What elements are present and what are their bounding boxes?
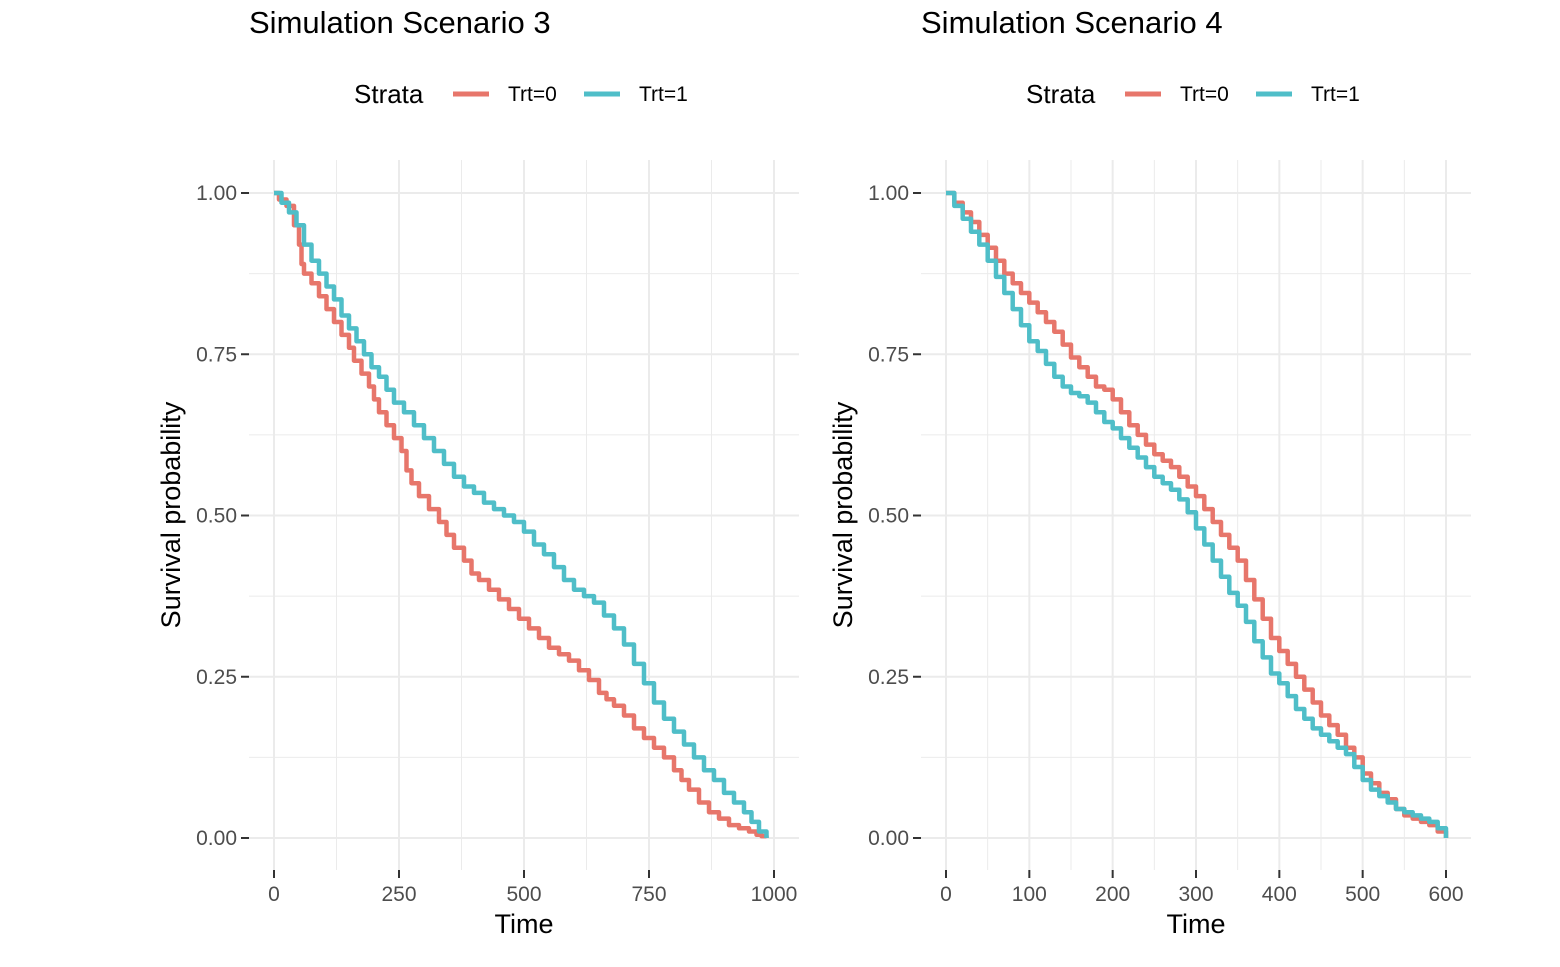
legend: Strata Trt=0 Trt=1 [1026, 79, 1360, 109]
x-tick-label: 1000 [751, 883, 798, 906]
legend-label-trt1: Trt=1 [1311, 83, 1360, 106]
legend-label-trt0: Trt=0 [508, 83, 557, 106]
y-tick-label: 0.75 [196, 343, 237, 366]
y-tick-label: 0.25 [196, 666, 237, 689]
chart-panel-scenario-4: Simulation Scenario 4 Strata Trt=0 Trt=1… [828, 5, 1471, 939]
y-tick-label: 1.00 [196, 182, 237, 205]
chart-panel-scenario-3: Simulation Scenario 3 Strata Trt=0 Trt=1… [156, 5, 799, 939]
plot-grid [921, 160, 1471, 870]
x-tick-label: 300 [1178, 883, 1213, 906]
x-tick-label: 500 [1345, 883, 1380, 906]
x-tick-label: 0 [268, 883, 280, 906]
y-tick-label: 1.00 [868, 182, 909, 205]
chart-title: Simulation Scenario 3 [249, 5, 551, 40]
y-tick-label: 0.50 [196, 505, 237, 528]
y-axis-title: Survival probability [156, 401, 186, 628]
y-tick-label: 0.00 [868, 827, 909, 850]
legend-label-trt1: Trt=1 [639, 83, 688, 106]
y-axis-title: Survival probability [828, 401, 858, 628]
plot-grid [249, 160, 799, 870]
x-tick-label: 0 [940, 883, 952, 906]
y-tick-label: 0.25 [868, 666, 909, 689]
series-line-trt0 [274, 190, 769, 839]
legend-title: Strata [354, 79, 424, 109]
curves [946, 190, 1449, 838]
x-tick-label: 100 [1012, 883, 1047, 906]
x-tick-label: 500 [506, 883, 541, 906]
x-tick-label: 200 [1095, 883, 1130, 906]
x-tick-label: 400 [1262, 883, 1297, 906]
legend: Strata Trt=0 Trt=1 [354, 79, 688, 109]
x-tick-label: 600 [1428, 883, 1463, 906]
legend-label-trt0: Trt=0 [1180, 83, 1229, 106]
curves [274, 190, 769, 839]
x-axis-title: Time [1167, 909, 1226, 939]
series-line-trt1 [274, 190, 769, 838]
x-axis-title: Time [495, 909, 554, 939]
y-tick-label: 0.00 [196, 827, 237, 850]
legend-title: Strata [1026, 79, 1096, 109]
x-tick-label: 250 [381, 883, 416, 906]
axis-ticks: 0.00 0.25 0.50 0.75 1.00 0 100 200 300 400 500 600 [868, 182, 1463, 906]
series-line-trt1 [946, 190, 1449, 838]
axis-ticks: 0.00 0.25 0.50 0.75 1.00 0 250 500 750 1000 [196, 182, 797, 906]
y-tick-label: 0.50 [868, 505, 909, 528]
chart-title: Simulation Scenario 4 [921, 5, 1223, 40]
y-tick-label: 0.75 [868, 343, 909, 366]
x-tick-label: 750 [631, 883, 666, 906]
